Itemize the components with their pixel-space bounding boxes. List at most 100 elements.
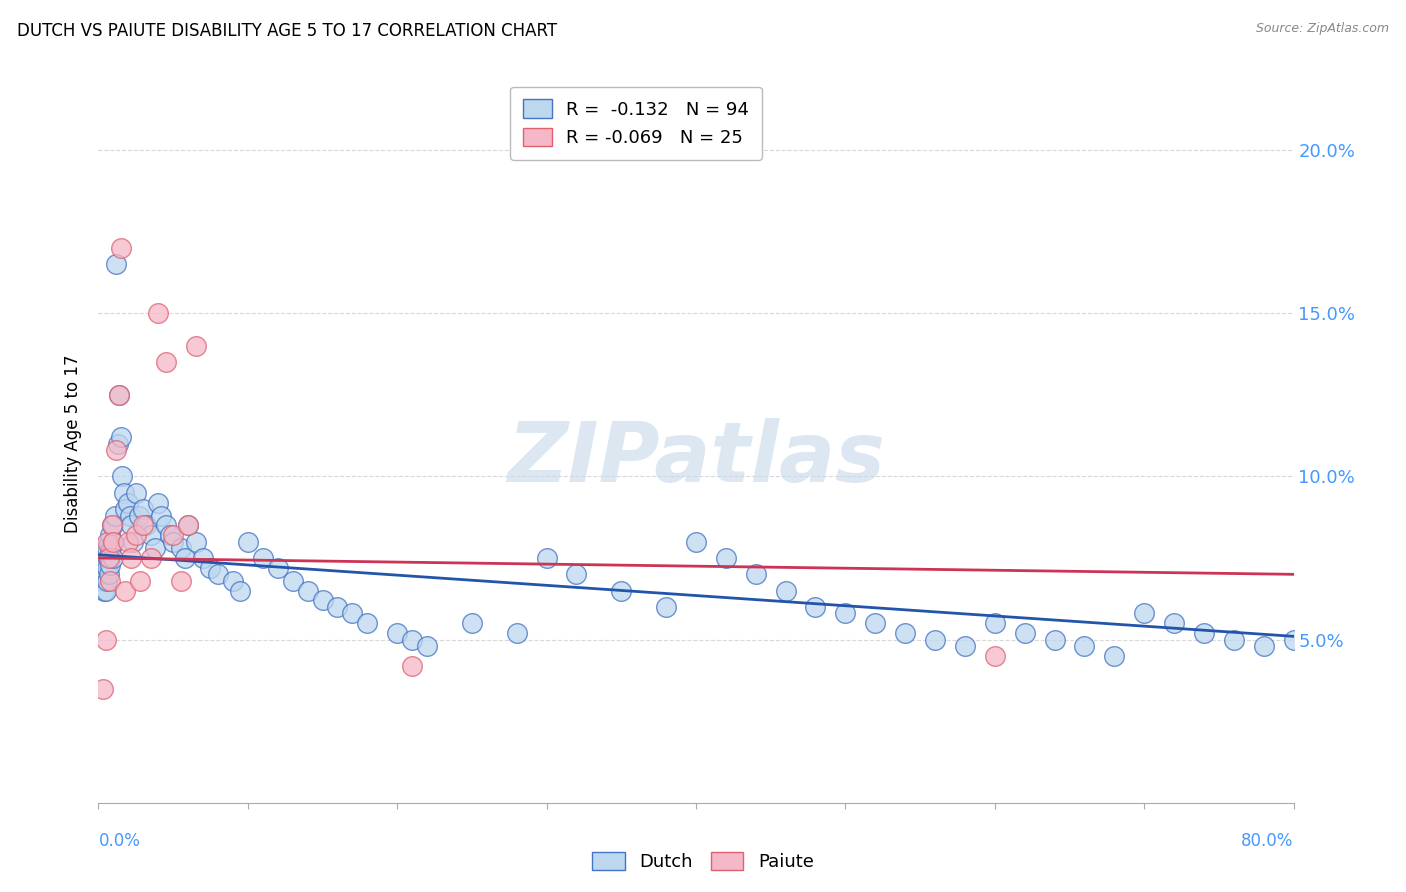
Legend: R =  -0.132   N = 94, R = -0.069   N = 25: R = -0.132 N = 94, R = -0.069 N = 25 xyxy=(510,87,762,160)
Point xyxy=(103,534,125,549)
Point xyxy=(565,567,588,582)
Point xyxy=(804,599,827,614)
Point xyxy=(1253,639,1275,653)
Point xyxy=(200,561,222,575)
Point xyxy=(120,551,142,566)
Point xyxy=(94,583,117,598)
Point xyxy=(93,561,115,575)
Point xyxy=(150,508,173,523)
Point xyxy=(174,551,197,566)
Point xyxy=(252,551,274,566)
Point xyxy=(114,502,136,516)
Point xyxy=(118,508,141,523)
Point xyxy=(107,436,129,450)
Point xyxy=(114,583,136,598)
Point xyxy=(97,534,120,549)
Point xyxy=(401,658,423,673)
Point xyxy=(222,574,245,588)
Point xyxy=(229,583,252,598)
Point xyxy=(91,574,114,588)
Point xyxy=(103,551,125,566)
Point xyxy=(125,528,148,542)
Point xyxy=(169,541,191,556)
Point xyxy=(128,508,150,523)
Point xyxy=(1104,648,1126,663)
Point xyxy=(416,639,439,653)
Point xyxy=(94,548,117,562)
Text: Source: ZipAtlas.com: Source: ZipAtlas.com xyxy=(1256,22,1389,36)
Point xyxy=(101,538,124,552)
Point xyxy=(1223,632,1246,647)
Point xyxy=(110,241,132,255)
Point xyxy=(98,574,122,588)
Point xyxy=(1133,607,1156,621)
Point xyxy=(177,518,200,533)
Point xyxy=(111,469,134,483)
Point xyxy=(401,632,423,647)
Point xyxy=(108,388,131,402)
Point xyxy=(96,574,118,588)
Point xyxy=(1014,626,1036,640)
Point xyxy=(714,551,737,566)
Point xyxy=(184,534,207,549)
Point xyxy=(103,534,125,549)
Point xyxy=(90,558,112,572)
Point xyxy=(129,574,152,588)
Point xyxy=(385,626,409,640)
Point xyxy=(162,528,184,542)
Point xyxy=(1192,626,1215,640)
Point xyxy=(834,607,856,621)
Point xyxy=(117,534,139,549)
Point xyxy=(865,616,887,631)
Point xyxy=(281,574,304,588)
Legend: Dutch, Paiute: Dutch, Paiute xyxy=(585,845,821,879)
Point xyxy=(91,681,114,696)
Point xyxy=(984,648,1007,663)
Point xyxy=(745,567,768,582)
Point xyxy=(155,518,177,533)
Point xyxy=(1043,632,1066,647)
Text: ZIPatlas: ZIPatlas xyxy=(508,417,884,499)
Point xyxy=(97,551,120,566)
Point xyxy=(356,616,378,631)
Point xyxy=(94,567,117,582)
Point xyxy=(236,534,259,549)
Point xyxy=(96,561,118,575)
Point xyxy=(121,534,143,549)
Point xyxy=(98,544,122,558)
Point xyxy=(94,632,117,647)
Point xyxy=(132,518,155,533)
Point xyxy=(342,607,364,621)
Point xyxy=(104,508,127,523)
Point xyxy=(207,567,229,582)
Point xyxy=(775,583,797,598)
Point xyxy=(1298,639,1320,653)
Point xyxy=(132,502,155,516)
Point xyxy=(105,257,128,271)
Point xyxy=(1073,639,1095,653)
Point xyxy=(685,534,707,549)
Point xyxy=(125,485,148,500)
Point xyxy=(326,599,349,614)
Point xyxy=(143,541,166,556)
Point xyxy=(101,518,124,533)
Point xyxy=(1282,632,1305,647)
Point xyxy=(135,518,157,533)
Y-axis label: Disability Age 5 to 17: Disability Age 5 to 17 xyxy=(65,354,83,533)
Point xyxy=(101,518,124,533)
Point xyxy=(96,541,118,556)
Text: 0.0%: 0.0% xyxy=(98,832,141,850)
Point xyxy=(311,593,333,607)
Point xyxy=(148,306,170,320)
Point xyxy=(98,558,122,572)
Point xyxy=(1163,616,1185,631)
Point xyxy=(184,339,207,353)
Text: DUTCH VS PAIUTE DISABILITY AGE 5 TO 17 CORRELATION CHART: DUTCH VS PAIUTE DISABILITY AGE 5 TO 17 C… xyxy=(17,22,557,40)
Point xyxy=(169,574,191,588)
Point xyxy=(112,485,135,500)
Point xyxy=(894,626,917,640)
Point xyxy=(655,599,678,614)
Point xyxy=(97,567,120,582)
Point xyxy=(93,583,115,598)
Point xyxy=(110,430,132,444)
